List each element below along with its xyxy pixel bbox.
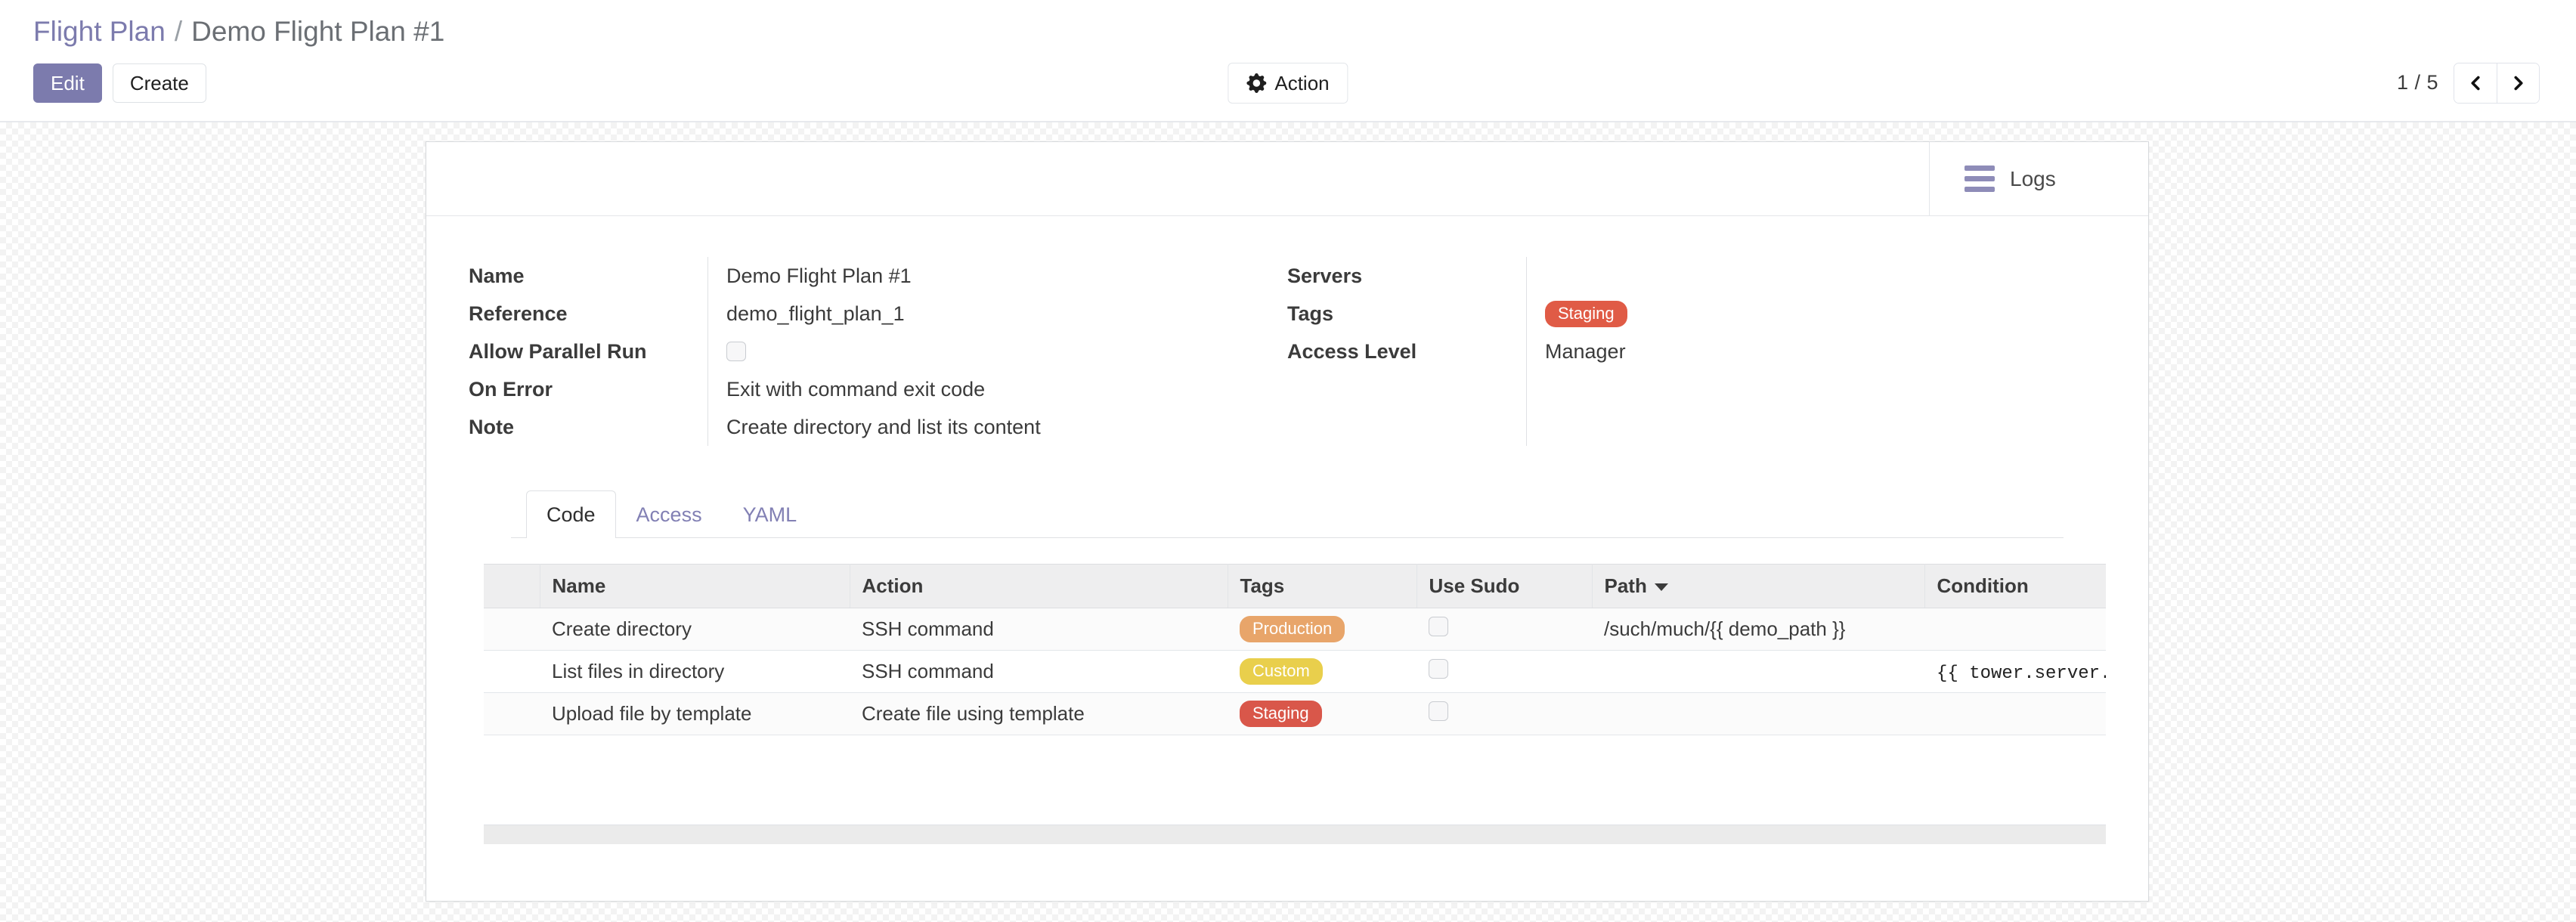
table-row[interactable]: Upload file by template Create file usin… bbox=[484, 692, 2106, 735]
tag-badge-production: Production bbox=[1240, 616, 1345, 642]
use-sudo-checkbox[interactable] bbox=[1429, 701, 1448, 721]
row-handle[interactable] bbox=[484, 608, 540, 651]
pager-buttons bbox=[2454, 62, 2540, 104]
field-value-reference: demo_flight_plan_1 bbox=[726, 302, 905, 325]
horizontal-scrollbar[interactable] bbox=[484, 825, 2106, 844]
toolbar: Edit Create Action 1 / 5 bbox=[18, 60, 2558, 107]
notebook-tabs: Code Access YAML bbox=[511, 490, 2064, 538]
tab-access[interactable]: Access bbox=[636, 503, 702, 526]
cell-name: Upload file by template bbox=[540, 692, 850, 735]
table-empty-space bbox=[484, 735, 2106, 825]
row-handle[interactable] bbox=[484, 650, 540, 693]
code-list-container: Name Action Tags Use Sudo Path Condition bbox=[469, 564, 2106, 825]
column-header-name[interactable]: Name bbox=[540, 564, 850, 608]
stat-button-bar: Logs bbox=[426, 142, 2148, 216]
form-group-left: Name Reference Allow Parallel Run On Err… bbox=[469, 257, 1287, 446]
cell-name: List files in directory bbox=[540, 650, 850, 693]
caret-down-icon bbox=[1654, 583, 1668, 592]
cell-condition-text: {{ tower.server.st bbox=[1937, 663, 2106, 684]
control-panel: Flight Plan / Demo Flight Plan #1 Edit C… bbox=[0, 0, 2576, 122]
table-header-row: Name Action Tags Use Sudo Path Condition bbox=[484, 564, 2106, 608]
field-label-servers: Servers bbox=[1287, 264, 1363, 287]
tab-code[interactable]: Code bbox=[526, 490, 616, 538]
field-label-access-level: Access Level bbox=[1287, 339, 1417, 363]
column-header-tags[interactable]: Tags bbox=[1228, 564, 1417, 608]
breadcrumb: Flight Plan / Demo Flight Plan #1 bbox=[18, 0, 2558, 48]
tag-badge-custom: Custom bbox=[1240, 658, 1323, 685]
cell-condition bbox=[1924, 608, 2106, 651]
column-header-path[interactable]: Path bbox=[1592, 564, 1925, 608]
column-header-path-label: Path bbox=[1604, 574, 1647, 597]
cell-tags: Staging bbox=[1228, 692, 1416, 735]
cell-action: Create file using template bbox=[850, 692, 1228, 735]
cell-path bbox=[1592, 692, 1924, 735]
allow-parallel-run-checkbox[interactable] bbox=[726, 342, 746, 361]
cell-condition: {{ tower.server.st bbox=[1924, 650, 2106, 693]
column-header-use-sudo[interactable]: Use Sudo bbox=[1416, 564, 1593, 608]
field-label-reference: Reference bbox=[469, 302, 568, 325]
use-sudo-checkbox[interactable] bbox=[1429, 659, 1448, 679]
form-sheet: Logs Name Reference Allow Parallel Run O… bbox=[426, 141, 2149, 902]
gear-icon bbox=[1246, 73, 1267, 93]
field-value-note: Create directory and list its content bbox=[726, 415, 1041, 438]
cell-path: /such/much/{{ demo_path }} bbox=[1592, 608, 1924, 651]
tag-badge-staging[interactable]: Staging bbox=[1545, 300, 1627, 327]
cell-tags: Custom bbox=[1228, 650, 1416, 693]
create-button[interactable]: Create bbox=[112, 63, 206, 103]
pager-next-button[interactable] bbox=[2497, 63, 2539, 103]
field-label-note: Note bbox=[469, 415, 514, 438]
cell-tags: Production bbox=[1228, 608, 1416, 651]
column-header-condition[interactable]: Condition bbox=[1924, 564, 2106, 608]
pager-count: 1 / 5 bbox=[2396, 71, 2438, 94]
form-group-left-labels: Name Reference Allow Parallel Run On Err… bbox=[469, 257, 707, 446]
cell-use-sudo bbox=[1416, 692, 1592, 735]
cell-condition bbox=[1924, 692, 2106, 735]
column-header-handle bbox=[484, 564, 540, 608]
cell-path bbox=[1592, 650, 1924, 693]
use-sudo-checkbox[interactable] bbox=[1429, 617, 1448, 636]
field-value-access-level: Manager bbox=[1545, 339, 1626, 363]
action-menu-wrapper: Action bbox=[1228, 62, 1348, 104]
breadcrumb-root-link[interactable]: Flight Plan bbox=[33, 16, 166, 47]
breadcrumb-separator: / bbox=[174, 16, 183, 47]
stat-button-logs[interactable]: Logs bbox=[1929, 142, 2148, 215]
table-row[interactable]: Create directory SSH command Production … bbox=[484, 608, 2106, 651]
edit-button[interactable]: Edit bbox=[33, 63, 102, 103]
tag-badge-staging: Staging bbox=[1240, 701, 1322, 727]
form-view-background: Logs Name Reference Allow Parallel Run O… bbox=[0, 122, 2576, 922]
cell-name: Create directory bbox=[540, 608, 850, 651]
table-row[interactable]: List files in directory SSH command Cust… bbox=[484, 650, 2106, 693]
cell-action: SSH command bbox=[850, 650, 1228, 693]
action-button[interactable]: Action bbox=[1228, 62, 1348, 104]
form-body: Name Reference Allow Parallel Run On Err… bbox=[426, 216, 2148, 538]
form-group-right-values: Staging Manager bbox=[1526, 257, 2106, 446]
cell-use-sudo bbox=[1416, 608, 1592, 651]
form-group-left-values: Demo Flight Plan #1 demo_flight_plan_1 E… bbox=[707, 257, 1287, 446]
form-group-right-labels: Servers Tags Access Level bbox=[1287, 257, 1526, 446]
form-groups: Name Reference Allow Parallel Run On Err… bbox=[469, 257, 2106, 446]
column-header-action[interactable]: Action bbox=[850, 564, 1228, 608]
row-handle[interactable] bbox=[484, 692, 540, 735]
pager-previous-button[interactable] bbox=[2454, 63, 2497, 103]
field-label-name: Name bbox=[469, 264, 525, 287]
action-button-label: Action bbox=[1274, 71, 1330, 94]
list-lines-icon bbox=[1965, 166, 1995, 192]
field-value-on-error: Exit with command exit code bbox=[726, 377, 986, 401]
pager: 1 / 5 bbox=[2396, 62, 2540, 104]
code-list-table: Name Action Tags Use Sudo Path Condition bbox=[484, 564, 2106, 735]
breadcrumb-current: Demo Flight Plan #1 bbox=[191, 16, 445, 47]
field-value-name: Demo Flight Plan #1 bbox=[726, 264, 912, 287]
cell-use-sudo bbox=[1416, 650, 1592, 693]
field-label-allow-parallel-run: Allow Parallel Run bbox=[469, 339, 647, 363]
field-label-on-error: On Error bbox=[469, 377, 553, 401]
cell-action: SSH command bbox=[850, 608, 1228, 651]
form-group-right: Servers Tags Access Level Staging Manage… bbox=[1287, 257, 2106, 446]
tab-yaml[interactable]: YAML bbox=[742, 503, 797, 526]
notebook: Code Access YAML bbox=[469, 490, 2106, 538]
field-label-tags: Tags bbox=[1287, 302, 1334, 325]
stat-button-logs-label: Logs bbox=[2010, 166, 2056, 190]
